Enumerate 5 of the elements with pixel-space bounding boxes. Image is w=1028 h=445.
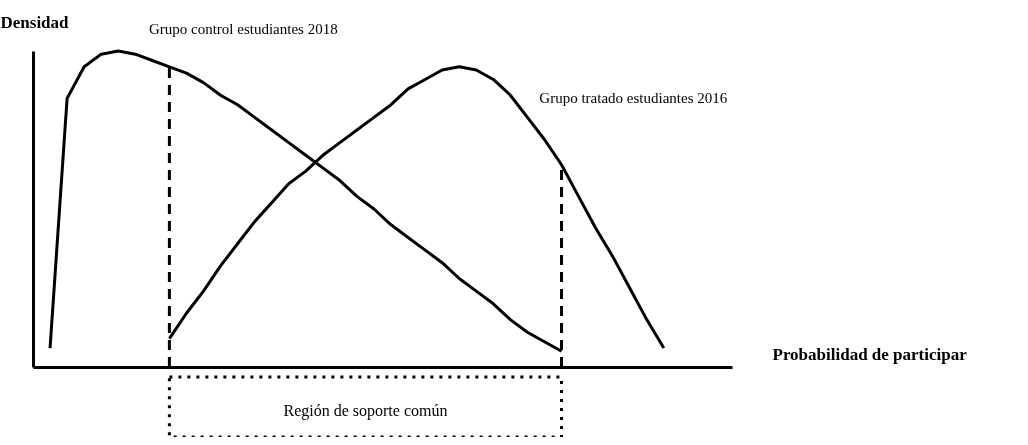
y-axis-title: Densidad: [0, 12, 70, 32]
series-label: Grupo tratado estudiantes 2016: [539, 90, 728, 107]
text: Región de soporte común: [283, 402, 448, 420]
x-axis-title: Probabilidad de participar: [772, 344, 968, 364]
series-label: Grupo control estudiantes 2018: [148, 20, 338, 37]
